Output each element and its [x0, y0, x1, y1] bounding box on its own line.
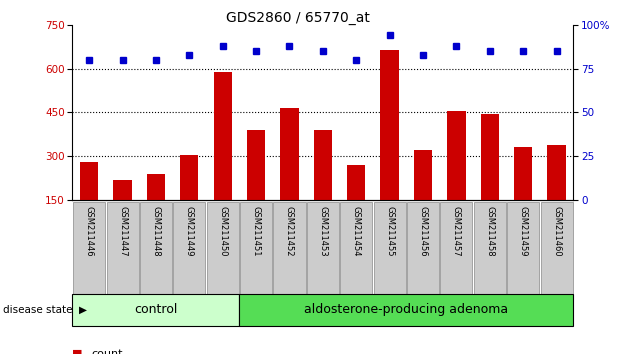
Text: ■: ■	[72, 349, 83, 354]
Text: GSM211448: GSM211448	[151, 206, 161, 257]
Text: GSM211453: GSM211453	[318, 206, 328, 257]
Text: GSM211451: GSM211451	[251, 206, 261, 257]
FancyBboxPatch shape	[440, 202, 472, 294]
FancyBboxPatch shape	[240, 202, 272, 294]
Text: count: count	[91, 349, 123, 354]
Bar	[481, 114, 499, 244]
FancyBboxPatch shape	[307, 202, 339, 294]
Text: aldosterone-producing adenoma: aldosterone-producing adenoma	[304, 303, 508, 316]
Text: GDS2860 / 65770_at: GDS2860 / 65770_at	[226, 11, 370, 25]
Bar	[113, 179, 132, 244]
Text: GSM211449: GSM211449	[185, 206, 194, 257]
FancyBboxPatch shape	[207, 202, 239, 294]
Bar	[447, 111, 466, 244]
Bar	[347, 165, 365, 244]
FancyBboxPatch shape	[72, 294, 239, 326]
Text: GSM211460: GSM211460	[552, 206, 561, 257]
FancyBboxPatch shape	[541, 202, 573, 294]
Bar	[180, 155, 198, 244]
FancyBboxPatch shape	[273, 202, 306, 294]
FancyBboxPatch shape	[507, 202, 539, 294]
Bar	[247, 130, 265, 244]
Text: GSM211452: GSM211452	[285, 206, 294, 257]
FancyBboxPatch shape	[73, 202, 105, 294]
FancyBboxPatch shape	[106, 202, 139, 294]
FancyBboxPatch shape	[407, 202, 439, 294]
FancyBboxPatch shape	[374, 202, 406, 294]
FancyBboxPatch shape	[173, 202, 205, 294]
Text: GSM211450: GSM211450	[218, 206, 227, 257]
Text: GSM211457: GSM211457	[452, 206, 461, 257]
Bar	[80, 162, 98, 244]
Bar	[214, 72, 232, 244]
Bar	[147, 174, 165, 244]
Text: disease state  ▶: disease state ▶	[3, 305, 87, 315]
FancyBboxPatch shape	[340, 202, 372, 294]
FancyBboxPatch shape	[474, 202, 506, 294]
Text: GSM211447: GSM211447	[118, 206, 127, 257]
FancyBboxPatch shape	[140, 202, 172, 294]
Bar	[314, 130, 332, 244]
Text: GSM211454: GSM211454	[352, 206, 361, 257]
Text: GSM211458: GSM211458	[485, 206, 495, 257]
Bar	[514, 147, 532, 244]
Text: GSM211455: GSM211455	[385, 206, 394, 257]
Text: GSM211459: GSM211459	[518, 206, 528, 257]
Text: control: control	[134, 303, 178, 316]
Bar	[547, 144, 566, 244]
Bar	[381, 50, 399, 244]
FancyBboxPatch shape	[239, 294, 573, 326]
Text: GSM211456: GSM211456	[418, 206, 428, 257]
Text: GSM211446: GSM211446	[84, 206, 94, 257]
Bar	[414, 150, 432, 244]
Bar	[280, 108, 299, 244]
